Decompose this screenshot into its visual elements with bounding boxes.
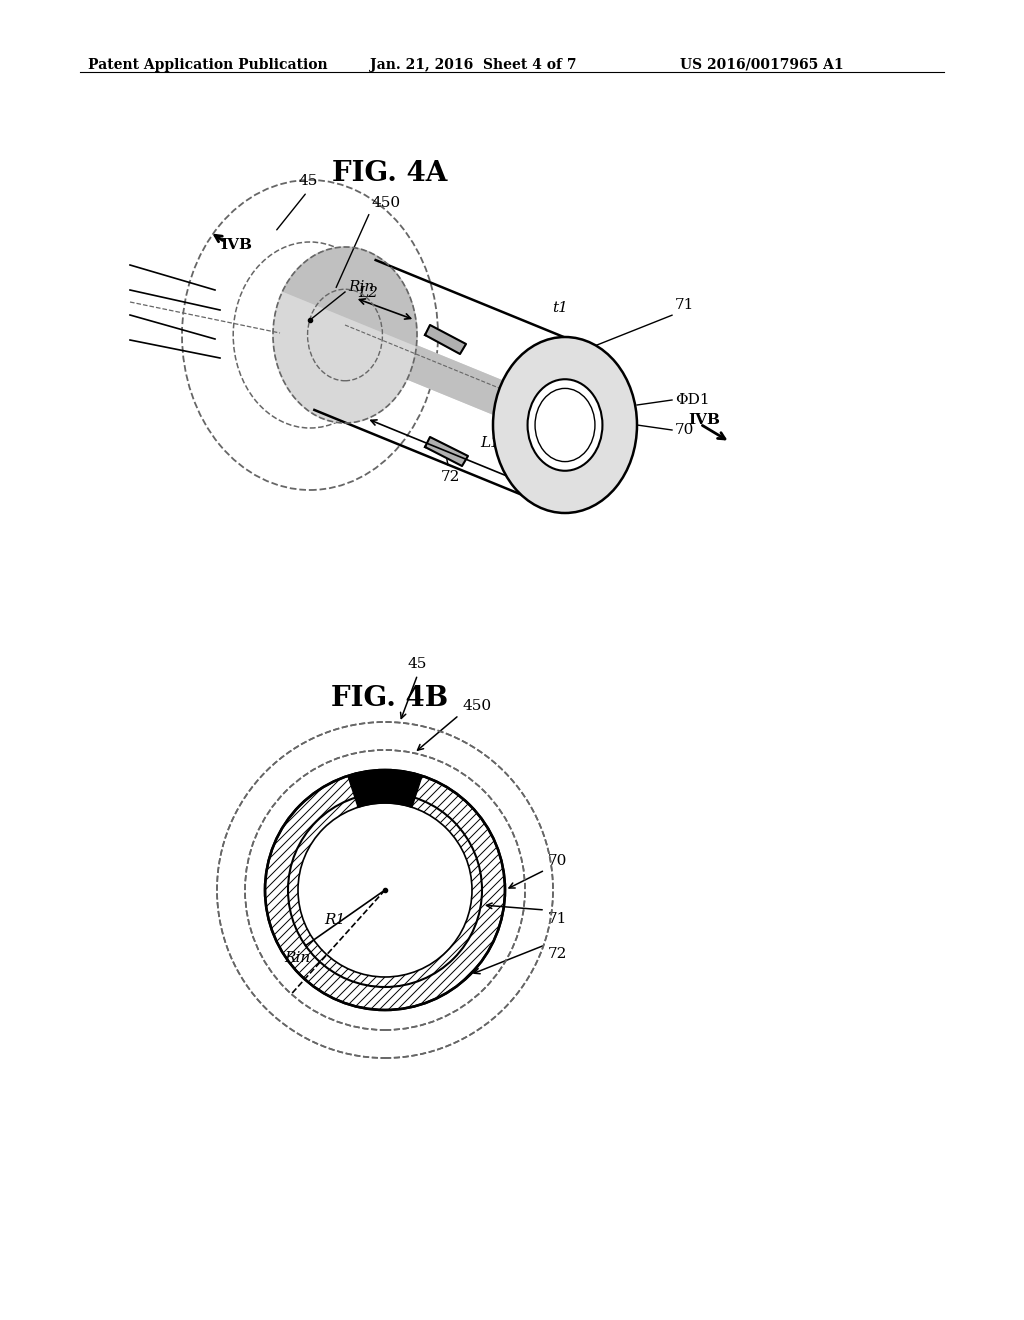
Text: L1: L1	[480, 436, 500, 450]
Text: L2: L2	[358, 286, 378, 300]
Text: FIG. 4A: FIG. 4A	[333, 160, 447, 187]
Text: R1: R1	[324, 913, 345, 927]
Circle shape	[298, 803, 472, 977]
Text: IVB: IVB	[220, 238, 252, 252]
Text: ΦD1: ΦD1	[675, 393, 710, 407]
Text: 70: 70	[675, 422, 694, 437]
Text: IVB: IVB	[688, 413, 720, 426]
Text: 72: 72	[440, 470, 460, 484]
Text: FIG. 4B: FIG. 4B	[332, 685, 449, 711]
Text: 72: 72	[548, 946, 567, 961]
Text: Rin: Rin	[284, 950, 310, 965]
Text: US 2016/0017965 A1: US 2016/0017965 A1	[680, 58, 844, 73]
Text: Jan. 21, 2016  Sheet 4 of 7: Jan. 21, 2016 Sheet 4 of 7	[370, 58, 577, 73]
Polygon shape	[283, 247, 637, 469]
Polygon shape	[273, 290, 628, 513]
Text: 45: 45	[408, 656, 427, 671]
Text: t1: t1	[552, 301, 568, 315]
Text: 45: 45	[298, 174, 317, 187]
Circle shape	[265, 770, 505, 1010]
Text: 71: 71	[675, 298, 694, 313]
Text: 450: 450	[462, 700, 492, 713]
Polygon shape	[425, 325, 466, 354]
Text: 70: 70	[548, 854, 567, 869]
Polygon shape	[425, 437, 468, 466]
Text: Rin: Rin	[348, 280, 374, 294]
Polygon shape	[348, 770, 422, 808]
Text: 450: 450	[372, 195, 401, 210]
Text: 71: 71	[548, 912, 567, 927]
Ellipse shape	[493, 337, 637, 513]
Ellipse shape	[527, 379, 602, 471]
Text: Patent Application Publication: Patent Application Publication	[88, 58, 328, 73]
Text: R1: R1	[593, 384, 614, 397]
